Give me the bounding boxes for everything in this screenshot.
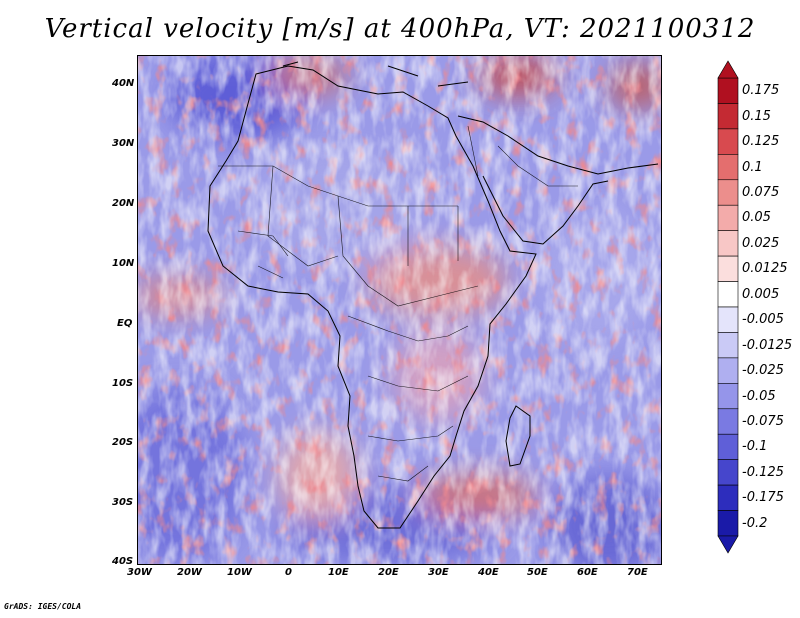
lon-tick: 60E (577, 567, 598, 578)
lon-tick: 30W (127, 567, 152, 578)
country-borders (218, 125, 578, 482)
lat-tick: 20S (112, 437, 134, 448)
colorbar-swatch (717, 103, 739, 130)
credit-text: GrADS: IGES/COLA (4, 602, 82, 611)
colorbar-label: -0.175 (742, 490, 784, 506)
colorbar-swatch (717, 408, 739, 435)
lon-tick: 10W (227, 567, 252, 578)
colorbar-label: -0.2 (742, 515, 768, 531)
colorbar-top-arrow (717, 60, 739, 79)
colorbar-swatch (717, 433, 739, 460)
colorbar-label: 0.1 (742, 159, 763, 175)
colorbar-label: 0.15 (742, 108, 771, 124)
colorbar-label: -0.0125 (742, 337, 793, 353)
colorbar-label: -0.1 (742, 439, 768, 455)
colorbar-label: 0.125 (742, 134, 780, 150)
colorbar-swatch (717, 383, 739, 410)
colorbar-swatch (717, 357, 739, 384)
colorbar-swatch (717, 255, 739, 282)
colorbar-swatch (717, 459, 739, 486)
colorbar-swatch (717, 77, 739, 104)
lat-tick: 10N (112, 258, 135, 269)
colorbar-bottom-arrow (717, 535, 739, 554)
colorbar-swatch (717, 281, 739, 308)
lon-tick: 20W (177, 567, 202, 578)
colorbar (717, 60, 739, 554)
lat-tick: 40N (112, 78, 135, 89)
lon-tick: 20E (378, 567, 399, 578)
lon-tick: 70E (627, 567, 648, 578)
colorbar-swatch (717, 154, 739, 181)
lat-tick: 40S (112, 556, 134, 567)
colorbar-swatch (717, 128, 739, 155)
lon-tick: 50E (527, 567, 548, 578)
lat-tick: 30N (112, 138, 135, 149)
lon-tick: 10E (328, 567, 349, 578)
colorbar-swatch (717, 510, 739, 537)
colorbar-swatch (717, 484, 739, 511)
map-panel (137, 55, 662, 565)
lat-tick: 10S (112, 378, 134, 389)
colorbar-swatch (717, 204, 739, 231)
colorbar-label: 0.0125 (742, 261, 788, 277)
colorbar-label: -0.025 (742, 363, 784, 379)
colorbar-label: 0.025 (742, 235, 780, 251)
colorbar-label: -0.125 (742, 464, 784, 480)
colorbar-label: -0.075 (742, 414, 784, 429)
colorbar-swatch (717, 306, 739, 333)
colorbar-swatch (717, 230, 739, 257)
colorbar-swatch (717, 332, 739, 359)
colorbar-label: -0.05 (742, 388, 776, 404)
lon-tick: 40E (478, 567, 499, 578)
lat-tick: 30S (112, 497, 134, 508)
lat-tick: EQ (117, 318, 133, 329)
colorbar-label: 0.05 (742, 210, 771, 226)
colorbar-label: 0.175 (742, 83, 780, 99)
colorbar-label: 0.005 (742, 286, 780, 302)
coastline (207, 61, 659, 529)
lon-tick: 30E (428, 567, 449, 578)
velocity-field (138, 56, 661, 564)
colorbar-swatch (717, 179, 739, 206)
lat-tick: 20N (112, 198, 135, 209)
colorbar-label: -0.005 (742, 312, 784, 328)
lon-tick: 0 (285, 567, 292, 578)
colorbar-label: 0.075 (742, 185, 780, 200)
map-title: Vertical velocity [m/s] at 400hPa, VT: 2… (44, 14, 756, 44)
